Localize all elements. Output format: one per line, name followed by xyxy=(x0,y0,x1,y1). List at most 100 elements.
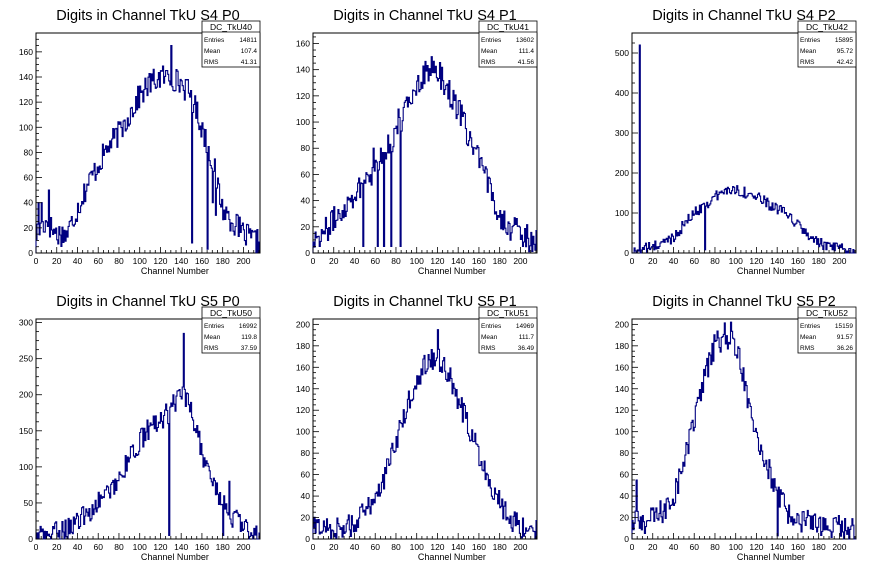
stats-mean-value: 111.4 xyxy=(519,48,535,55)
plot-frame xyxy=(631,318,857,540)
stats-rms-value: 37.59 xyxy=(241,345,258,352)
histogram-panel: Digits in Channel TkU S5 P2 0 20 40 60 80 100 1… xyxy=(615,294,857,562)
stats-entries-value: 13602 xyxy=(516,37,534,44)
x-tick-label: 160 xyxy=(472,256,486,266)
x-tick-label: 0 xyxy=(311,542,316,552)
x-tick-label: 140 xyxy=(174,542,188,552)
y-tick-label: 180 xyxy=(296,341,310,351)
x-tick-label: 40 xyxy=(669,542,679,552)
x-tick-label: 180 xyxy=(216,542,230,552)
y-tick-label: 100 xyxy=(19,462,33,472)
x-tick-label: 60 xyxy=(689,542,699,552)
x-axis-label: Channel Number xyxy=(418,552,486,562)
y-tick-label: 120 xyxy=(296,405,310,415)
chart-title: Digits in Channel TkU S5 P2 xyxy=(652,294,836,310)
x-tick-label: 60 xyxy=(370,256,380,266)
y-tick-label: 20 xyxy=(301,513,311,523)
x-tick-label: 0 xyxy=(34,542,39,552)
y-tick-label: 100 xyxy=(296,117,310,127)
stats-box-frame xyxy=(201,20,261,68)
y-tick-label: 60 xyxy=(301,470,311,480)
y-tick-label: 100 xyxy=(296,427,310,437)
y-tick-label: 20 xyxy=(24,223,34,233)
stats-entries-label: Entries xyxy=(481,323,502,330)
y-tick-label: 0 xyxy=(28,534,33,544)
histogram-line xyxy=(35,45,260,254)
stats-entries-value: 16992 xyxy=(239,323,257,330)
x-tick-label: 140 xyxy=(770,542,784,552)
y-tick-label: 40 xyxy=(301,196,311,206)
y-tick-label: 200 xyxy=(615,168,629,178)
histogram-line xyxy=(312,56,537,253)
histogram-line xyxy=(312,329,537,539)
x-tick-label: 160 xyxy=(791,256,805,266)
y-tick-label: 180 xyxy=(615,341,629,351)
y-tick-label: 100 xyxy=(19,122,33,132)
stats-box: DC_TkU51 Entries 14969 Mean 111.7 RMS 36.49 xyxy=(478,306,538,354)
x-tick-label: 180 xyxy=(493,256,507,266)
histogram-panel: Digits in Channel TkU S4 P2 0 20 40 60 80 100 1… xyxy=(615,8,857,276)
x-tick-label: 140 xyxy=(174,256,188,266)
y-tick-label: 300 xyxy=(615,128,629,138)
x-tick-label: 100 xyxy=(729,542,743,552)
stats-rms-label: RMS xyxy=(800,59,815,66)
stats-entries-label: Entries xyxy=(204,37,225,44)
stats-rms-value: 41.31 xyxy=(241,59,258,66)
x-axis-label: Channel Number xyxy=(141,266,209,276)
stats-mean-label: Mean xyxy=(204,334,221,341)
y-tick-label: 100 xyxy=(615,208,629,218)
x-tick-label: 100 xyxy=(410,256,424,266)
x-tick-label: 0 xyxy=(630,256,635,266)
x-tick-label: 20 xyxy=(52,542,62,552)
y-tick-label: 40 xyxy=(24,198,34,208)
y-tick-label: 120 xyxy=(296,91,310,101)
stats-rms-label: RMS xyxy=(800,345,815,352)
y-tick-label: 120 xyxy=(615,405,629,415)
stats-box-frame xyxy=(797,20,857,68)
y-tick-label: 50 xyxy=(24,498,34,508)
x-tick-label: 120 xyxy=(153,256,167,266)
x-tick-label: 20 xyxy=(648,542,658,552)
x-tick-label: 0 xyxy=(630,542,635,552)
x-tick-label: 40 xyxy=(669,256,679,266)
y-tick-label: 200 xyxy=(615,319,629,329)
x-tick-label: 100 xyxy=(729,256,743,266)
stats-mean-value: 111.7 xyxy=(519,334,535,341)
y-tick-label: 500 xyxy=(615,48,629,58)
stats-entries-label: Entries xyxy=(800,323,821,330)
stats-entries-label: Entries xyxy=(481,37,502,44)
x-axis-label: Channel Number xyxy=(141,552,209,562)
x-tick-label: 80 xyxy=(114,256,124,266)
stats-mean-value: 119.8 xyxy=(241,334,257,341)
chart-title: Digits in Channel TkU S4 P1 xyxy=(333,8,517,24)
x-tick-label: 20 xyxy=(329,542,339,552)
stats-mean-value: 95.72 xyxy=(837,48,854,55)
stats-rms-label: RMS xyxy=(481,59,496,66)
y-tick-label: 0 xyxy=(28,248,33,258)
chart-title: Digits in Channel TkU S5 P1 xyxy=(333,294,517,310)
x-tick-label: 160 xyxy=(472,542,486,552)
x-tick-label: 180 xyxy=(493,542,507,552)
x-tick-label: 180 xyxy=(812,542,826,552)
x-tick-label: 60 xyxy=(689,256,699,266)
plot-frame xyxy=(35,318,261,540)
y-tick-label: 80 xyxy=(301,143,311,153)
histogram-line xyxy=(632,44,856,254)
plot-frame xyxy=(312,318,538,540)
stats-mean-label: Mean xyxy=(204,48,221,55)
x-tick-label: 200 xyxy=(832,542,846,552)
x-tick-label: 200 xyxy=(513,256,527,266)
x-tick-label: 60 xyxy=(93,256,103,266)
histogram-line xyxy=(35,332,260,540)
stats-entries-label: Entries xyxy=(800,37,821,44)
x-tick-label: 160 xyxy=(195,542,209,552)
x-tick-label: 140 xyxy=(451,256,465,266)
y-tick-label: 100 xyxy=(615,427,629,437)
x-tick-label: 160 xyxy=(195,256,209,266)
stats-mean-label: Mean xyxy=(481,48,498,55)
stats-mean-label: Mean xyxy=(800,48,817,55)
y-tick-label: 0 xyxy=(305,534,310,544)
y-tick-label: 160 xyxy=(296,362,310,372)
x-tick-label: 100 xyxy=(133,256,147,266)
